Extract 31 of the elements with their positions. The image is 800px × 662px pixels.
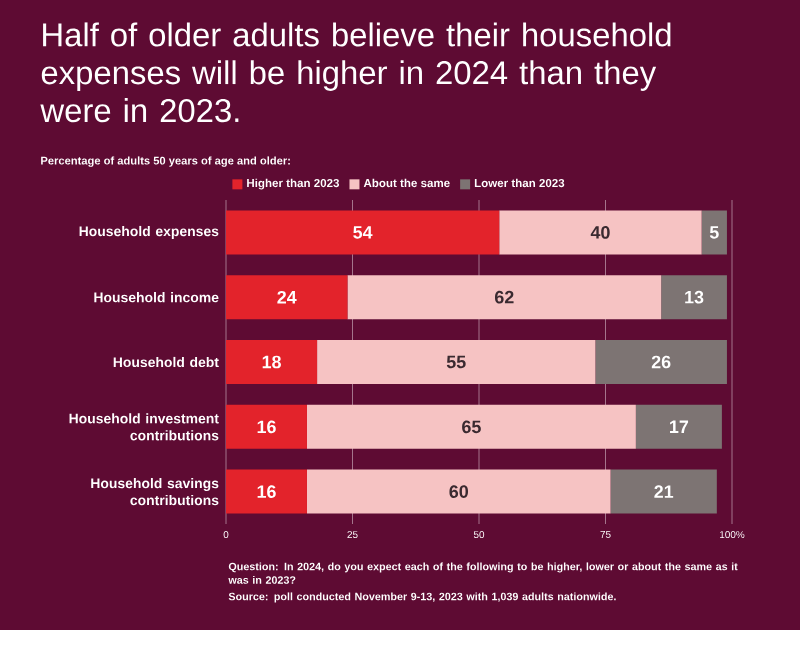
data-label: 65 bbox=[462, 420, 481, 434]
bar bbox=[661, 275, 727, 320]
data-label: 16 bbox=[257, 420, 276, 434]
bar bbox=[306, 404, 636, 449]
data-label: 54 bbox=[353, 226, 373, 239]
data-label: 60 bbox=[449, 485, 469, 498]
bar bbox=[226, 340, 318, 384]
data-label: 26 bbox=[651, 355, 671, 369]
bar bbox=[610, 469, 717, 514]
data-label: 55 bbox=[446, 355, 466, 369]
bar bbox=[226, 404, 307, 449]
data-label: 17 bbox=[670, 420, 689, 433]
data-label: 24 bbox=[277, 290, 297, 304]
data-label: 5 bbox=[709, 226, 719, 239]
chart-title: Half of older adults believe their household expenses will be higher in 2024 than they were in 2023. bbox=[40, 22, 671, 123]
bar bbox=[347, 275, 662, 320]
data-label: 13 bbox=[685, 290, 704, 304]
bar bbox=[226, 210, 500, 255]
bar bbox=[595, 340, 727, 384]
bar bbox=[635, 404, 722, 449]
data-label: 40 bbox=[590, 226, 610, 239]
bar bbox=[701, 210, 727, 255]
data-label: 62 bbox=[494, 290, 514, 304]
bar bbox=[499, 210, 702, 255]
data-label: 18 bbox=[262, 355, 281, 369]
data-label: 21 bbox=[654, 485, 674, 498]
bar bbox=[306, 469, 611, 514]
bar bbox=[226, 469, 307, 514]
bar bbox=[226, 275, 348, 320]
data-label: 16 bbox=[257, 485, 276, 498]
bar bbox=[317, 340, 596, 384]
